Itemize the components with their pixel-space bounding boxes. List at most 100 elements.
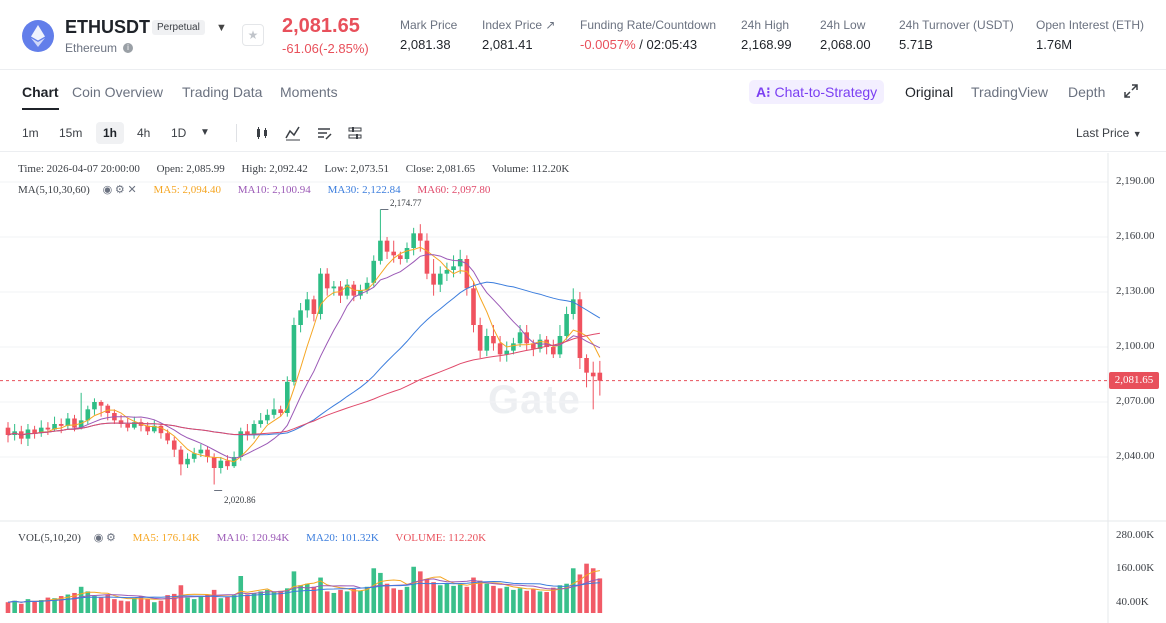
eye-icon[interactable]: ◉ ⚙ ✕ <box>102 184 137 196</box>
volume-bar <box>504 586 510 613</box>
stat-24h-turnover: 24h Turnover (USDT) 5.71B <box>899 18 1014 52</box>
current-price-tag: 2,081.65 <box>1109 372 1159 389</box>
vol-ma20: MA20: 101.32K <box>306 532 379 544</box>
ma5-value: MA5: 2,094.40 <box>153 184 222 196</box>
candle-body <box>278 409 283 413</box>
volume-bar <box>211 589 217 613</box>
candle-body <box>265 414 270 421</box>
tab-moments[interactable]: Moments <box>280 84 338 100</box>
volume-bar <box>145 599 150 613</box>
volume-bar <box>351 588 357 613</box>
eye-icon[interactable]: ◉ ⚙ <box>93 532 116 544</box>
candle-body <box>304 299 310 311</box>
symbol-title[interactable]: ETHUSDT <box>65 17 150 37</box>
volume-bar <box>497 588 503 613</box>
ohlc-legend: Time: 2026-04-07 20:00:00 Open: 2,085.99… <box>18 163 583 175</box>
interval-1d[interactable]: 1D <box>171 126 187 140</box>
candle-body <box>198 449 204 454</box>
info-icon[interactable]: i <box>123 43 133 53</box>
volume-bar <box>191 599 197 613</box>
volume-bar <box>477 580 483 613</box>
chart-area[interactable]: Gate Time: 2026-04-07 20:00:00 Open: 2,0… <box>0 153 1166 623</box>
stat-funding-rate: Funding Rate/Countdown -0.0057% / 02:05:… <box>580 18 717 52</box>
interval-1h[interactable]: 1h <box>96 122 125 144</box>
ma60-line <box>7 332 600 436</box>
ethereum-logo-icon <box>22 20 54 52</box>
candlestick-chart[interactable] <box>0 153 1166 623</box>
volume-tick: 280.00K <box>1116 529 1155 541</box>
candle-body <box>245 431 250 435</box>
candle-body <box>165 433 170 441</box>
volume-bar <box>564 583 569 613</box>
volume-bar <box>491 585 496 613</box>
interval-4h[interactable]: 4h <box>137 126 151 140</box>
volume-bar <box>258 591 263 613</box>
price-tick: 2,130.00 <box>1116 285 1155 297</box>
volume-bar <box>72 592 77 613</box>
volume-bar <box>38 600 44 613</box>
ma60-value: MA60: 2,097.80 <box>417 184 491 196</box>
volume-bar <box>318 577 323 613</box>
candle-body <box>185 458 190 465</box>
volume-bar <box>517 588 523 613</box>
volume-bar <box>411 566 416 613</box>
volume-bar <box>404 586 410 613</box>
interval-1m[interactable]: 1m <box>22 126 39 140</box>
tab-trading-data[interactable]: Trading Data <box>182 84 263 100</box>
candle-body <box>597 372 603 381</box>
ai-icon: A⁝ <box>756 84 775 100</box>
candle-body <box>78 420 84 428</box>
price-change: -61.06(-2.85%) <box>282 41 369 56</box>
view-depth[interactable]: Depth <box>1068 84 1106 100</box>
drawing-tools-icon[interactable] <box>316 125 332 141</box>
perpetual-badge: Perpetual <box>152 20 205 35</box>
ma10-line <box>7 254 601 460</box>
candle-body <box>132 422 137 428</box>
volume-bar <box>590 568 596 613</box>
candle-body <box>251 424 257 435</box>
candle-body <box>590 372 596 377</box>
view-tradingview[interactable]: TradingView <box>971 84 1049 100</box>
volume-bar <box>98 597 104 613</box>
volume-bar <box>378 572 383 613</box>
candle-body <box>570 299 576 314</box>
stat-index-price[interactable]: Index Price ↗ 2,081.41 <box>482 18 556 52</box>
ma-legend-title: MA(5,10,30,60) <box>18 184 90 196</box>
volume-bar <box>185 597 190 613</box>
tab-chart[interactable]: Chart <box>22 84 59 110</box>
indicators-icon[interactable] <box>285 125 301 141</box>
chevron-down-icon[interactable]: ▼ <box>216 22 227 34</box>
volume-bar <box>331 592 337 613</box>
tab-coin-overview[interactable]: Coin Overview <box>72 84 164 100</box>
coin-name: Ethereum <box>65 41 118 55</box>
volume-bar <box>384 583 390 613</box>
ohlc-low: Low: 2,073.51 <box>324 163 390 175</box>
candle-body <box>178 449 184 465</box>
candle-body <box>344 284 350 296</box>
stat-mark-price: Mark Price 2,081.38 <box>400 18 458 52</box>
candle-type-icon[interactable] <box>254 125 270 141</box>
candle-body <box>298 310 303 325</box>
candle-body <box>424 240 430 274</box>
ma30-value: MA30: 2,122.84 <box>327 184 401 196</box>
price-source-select[interactable]: Last Price ▼ <box>1076 126 1142 140</box>
view-original[interactable]: Original <box>905 84 954 100</box>
interval-dropdown-icon[interactable]: ▼ <box>200 127 210 138</box>
expand-icon[interactable] <box>1124 84 1138 98</box>
volume-bar <box>298 585 303 613</box>
candle-body <box>371 260 377 283</box>
chat-to-strategy-button[interactable]: A⁝ Chat-to-Strategy <box>749 80 885 104</box>
candle-body <box>92 402 97 410</box>
candle-body <box>238 431 244 457</box>
volume-bar <box>158 600 164 613</box>
candle-body <box>191 453 197 459</box>
favorite-star-icon[interactable]: ★ <box>242 24 264 46</box>
candle-body <box>384 240 390 252</box>
chevron-down-icon: ▼ <box>1132 129 1142 139</box>
volume-bar <box>464 586 470 613</box>
candle-body <box>158 425 164 434</box>
candle-body <box>531 343 536 349</box>
interval-15m[interactable]: 15m <box>59 126 83 140</box>
volume-bar <box>32 601 37 613</box>
settings-sliders-icon[interactable] <box>347 125 363 141</box>
